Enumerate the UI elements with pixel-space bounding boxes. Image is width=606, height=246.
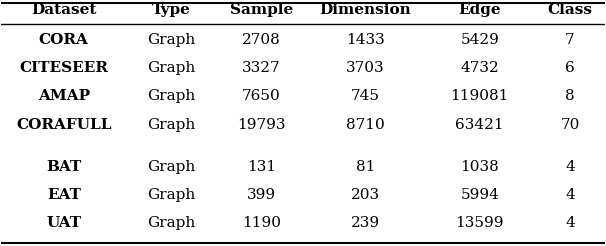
Text: 4: 4 <box>565 188 575 202</box>
Text: 131: 131 <box>247 160 276 174</box>
Text: 2708: 2708 <box>242 33 281 47</box>
Text: 745: 745 <box>351 89 380 103</box>
Text: 4732: 4732 <box>461 61 499 75</box>
Text: 1038: 1038 <box>461 160 499 174</box>
Text: 3327: 3327 <box>242 61 281 75</box>
Text: 63421: 63421 <box>456 118 504 132</box>
Text: BAT: BAT <box>46 160 81 174</box>
Text: EAT: EAT <box>47 188 81 202</box>
Text: 1433: 1433 <box>346 33 385 47</box>
Text: 3703: 3703 <box>346 61 385 75</box>
Text: 5994: 5994 <box>461 188 499 202</box>
Text: CITESEER: CITESEER <box>19 61 108 75</box>
Text: 5429: 5429 <box>461 33 499 47</box>
Text: CORA: CORA <box>39 33 88 47</box>
Text: Graph: Graph <box>147 89 195 103</box>
Text: Graph: Graph <box>147 61 195 75</box>
Text: 7650: 7650 <box>242 89 281 103</box>
Text: 239: 239 <box>351 216 380 230</box>
Text: CORAFULL: CORAFULL <box>16 118 112 132</box>
Text: Graph: Graph <box>147 118 195 132</box>
Text: 8710: 8710 <box>346 118 385 132</box>
Text: Graph: Graph <box>147 216 195 230</box>
Text: Graph: Graph <box>147 33 195 47</box>
Text: 81: 81 <box>356 160 375 174</box>
Text: Type: Type <box>152 3 191 17</box>
Text: Class: Class <box>547 3 593 17</box>
Text: 4: 4 <box>565 216 575 230</box>
Text: Graph: Graph <box>147 160 195 174</box>
Text: 203: 203 <box>351 188 380 202</box>
Text: Dataset: Dataset <box>31 3 96 17</box>
Text: 1190: 1190 <box>242 216 281 230</box>
Text: 13599: 13599 <box>456 216 504 230</box>
Text: Dimension: Dimension <box>319 3 411 17</box>
Text: AMAP: AMAP <box>38 89 90 103</box>
Text: 6: 6 <box>565 61 575 75</box>
Text: 70: 70 <box>561 118 579 132</box>
Text: Graph: Graph <box>147 188 195 202</box>
Text: Edge: Edge <box>459 3 501 17</box>
Text: 119081: 119081 <box>451 89 509 103</box>
Text: 8: 8 <box>565 89 574 103</box>
Text: 7: 7 <box>565 33 574 47</box>
Text: 4: 4 <box>565 160 575 174</box>
Text: Sample: Sample <box>230 3 293 17</box>
Text: 19793: 19793 <box>237 118 285 132</box>
Text: UAT: UAT <box>46 216 81 230</box>
Text: 399: 399 <box>247 188 276 202</box>
